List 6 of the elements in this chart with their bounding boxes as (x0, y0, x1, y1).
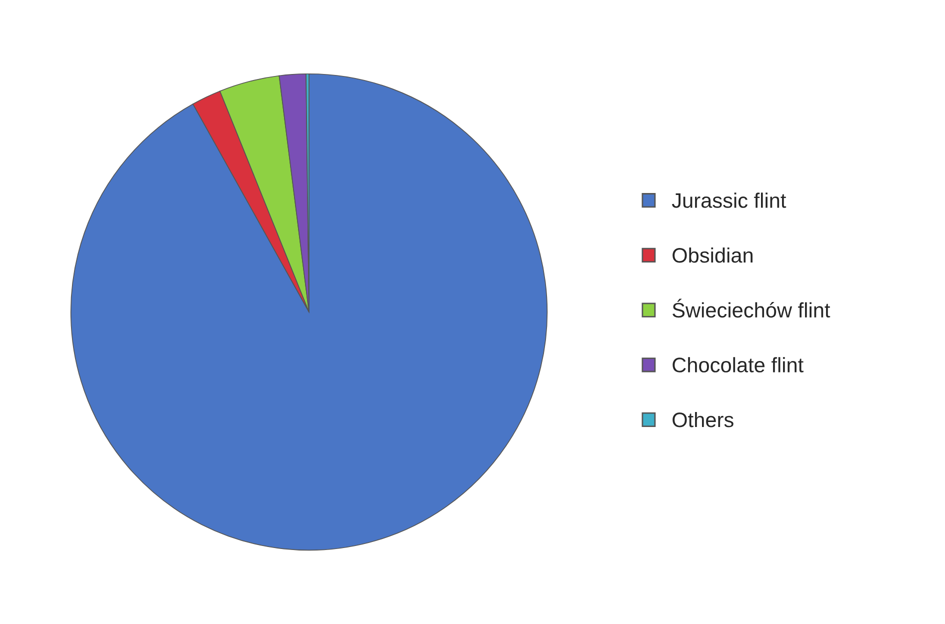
legend-label: Others (672, 412, 734, 428)
legend-label: Obsidian (672, 247, 752, 263)
pie-slice (70, 73, 548, 551)
legend-label: Jurassic flint (672, 192, 786, 208)
legend-label: Świeciechów flint (672, 298, 830, 318)
legend-label: Chocolate flint (672, 357, 804, 372)
